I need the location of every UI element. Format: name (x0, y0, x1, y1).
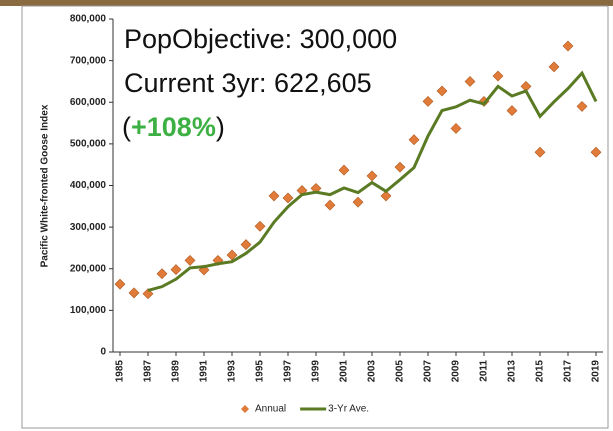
x-tick-label: 2005 (395, 360, 406, 383)
y-tick-label: 400,000 (70, 180, 107, 191)
x-tick-label: 2007 (423, 360, 434, 383)
annual-point (590, 146, 602, 158)
x-tick-label: 1987 (143, 360, 154, 383)
annual-point (338, 164, 350, 176)
x-tick-label: 1993 (227, 360, 238, 383)
annual-point (254, 220, 266, 232)
annual-point (576, 100, 588, 112)
annual-point (156, 268, 168, 280)
change-value: +108% (131, 112, 216, 142)
annual-point (492, 70, 504, 82)
average-line (147, 70, 598, 292)
x-tick-label: 2001 (339, 360, 350, 383)
y-tick-label: 200,000 (70, 263, 107, 274)
annual-point (282, 192, 294, 204)
photo-strip (0, 0, 613, 6)
y-axis-label: Pacific White-fronted Goose Index (40, 104, 51, 267)
y-tick-label: 700,000 (70, 55, 107, 66)
y-tick-label: 500,000 (70, 139, 107, 150)
x-tick-label: 2011 (479, 360, 490, 382)
y-tick-label: 100,000 (70, 305, 107, 316)
annotation: Current 3yr: 622,605 (124, 68, 372, 98)
x-tick-label: 1997 (283, 360, 294, 383)
annual-point (436, 85, 448, 97)
annotation: PopObjective: 300,000 (124, 24, 397, 54)
annual-point (464, 76, 476, 87)
annual-point (184, 255, 196, 266)
annual-point (380, 190, 392, 202)
annual-point (450, 123, 462, 134)
legend-label: 3-Yr Ave. (328, 404, 369, 415)
x-tick-label: 1985 (115, 360, 126, 383)
x-tick-label: 2003 (367, 360, 378, 383)
x-tick-label: 1995 (255, 360, 266, 383)
legend-label: Annual (255, 404, 286, 415)
legend-marker (241, 405, 249, 413)
y-tick-label: 800,000 (70, 14, 107, 25)
chart-frame (21, 5, 609, 429)
annual-point (366, 170, 378, 182)
x-tick-label: 2015 (535, 360, 546, 383)
x-tick-label: 1991 (199, 360, 210, 383)
x-tick-label: 1999 (311, 360, 322, 383)
annual-point (408, 134, 420, 146)
paren: ( (122, 112, 131, 142)
annual-point (324, 199, 336, 211)
annual-point (534, 146, 546, 158)
annual-point (170, 264, 182, 276)
annual-point (506, 105, 518, 116)
annotation-change: (+108%) (122, 112, 225, 142)
annual-point (422, 95, 434, 107)
annual-point (562, 40, 574, 52)
paren: ) (216, 112, 225, 142)
annual-point (268, 190, 280, 202)
annual-point (240, 239, 252, 251)
y-tick-label: 300,000 (70, 222, 107, 233)
y-tick-label: 600,000 (70, 97, 107, 108)
annual-point (352, 196, 364, 208)
x-tick-label: 1989 (171, 360, 182, 383)
annual-point (114, 278, 126, 290)
annual-point (394, 161, 406, 173)
annual-point (548, 61, 560, 73)
x-tick-label: 2019 (591, 360, 602, 383)
x-tick-label: 2017 (563, 360, 574, 383)
x-tick-label: 2009 (451, 360, 462, 383)
annual-point (128, 287, 140, 299)
y-tick-label: 0 (100, 347, 106, 358)
x-tick-label: 2013 (507, 360, 518, 383)
